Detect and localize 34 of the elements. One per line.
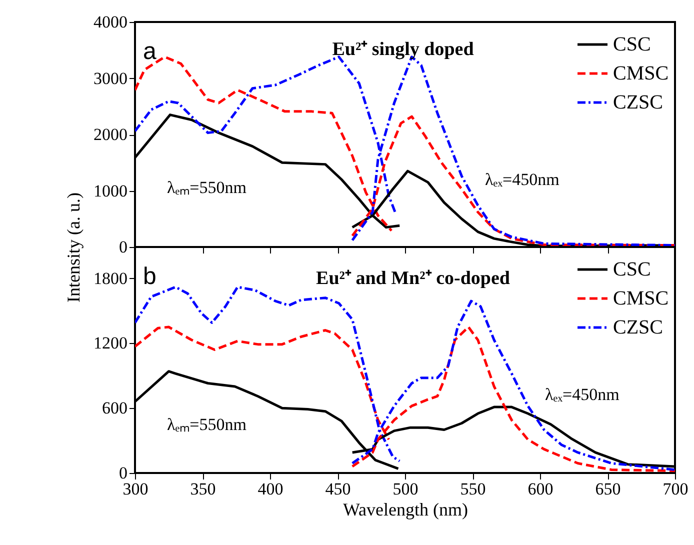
x-tick-label: 550 bbox=[460, 480, 486, 498]
x-tick-label: 400 bbox=[258, 480, 284, 498]
annotation: a bbox=[143, 38, 157, 65]
legend-label: CZSC bbox=[613, 316, 664, 338]
y-tick-label: 0 bbox=[119, 238, 128, 256]
legend-label: CMSC bbox=[613, 288, 669, 310]
x-tick-label: 350 bbox=[190, 480, 216, 498]
y-tick-label: 3000 bbox=[94, 68, 128, 88]
y-tick-label: 600 bbox=[102, 398, 128, 418]
y-tick-label: 1000 bbox=[94, 181, 128, 200]
x-tick-label: 700 bbox=[662, 480, 688, 498]
annotation: λₑₘ=550nm bbox=[167, 415, 246, 434]
legend-label: CSC bbox=[613, 258, 651, 280]
y-tick-label: 0 bbox=[119, 464, 128, 482]
annotation: λₑₓ=450nm bbox=[545, 385, 620, 404]
x-tick-label: 600 bbox=[528, 480, 554, 498]
legend-label: CSC bbox=[613, 34, 651, 56]
legend-label: CMSC bbox=[613, 62, 669, 84]
text: Eu²⁺ and Mn²⁺ co-doped bbox=[316, 268, 510, 289]
y-tick-label: 2000 bbox=[94, 125, 128, 144]
x-tick-label: 650 bbox=[595, 480, 621, 498]
annotation: λₑₓ=450nm bbox=[485, 170, 560, 189]
y-tick-label: 4000 bbox=[94, 12, 128, 32]
x-tick-label: 300 bbox=[122, 480, 148, 498]
y-tick-label: 1800 bbox=[94, 268, 128, 288]
x-tick-label: 450 bbox=[325, 480, 351, 498]
y-tick-label: 1200 bbox=[94, 334, 128, 353]
annotation: b bbox=[143, 263, 156, 290]
legend-label: CZSC bbox=[613, 92, 664, 114]
x-axis-title: Wavelength (nm) bbox=[342, 500, 468, 520]
y-axis-title: Intensity (a. u.) bbox=[64, 192, 84, 302]
annotation: λₑₘ=550nm bbox=[167, 178, 246, 197]
x-tick-label: 500 bbox=[392, 480, 418, 498]
text: Eu²⁺ singly doped bbox=[332, 39, 474, 60]
